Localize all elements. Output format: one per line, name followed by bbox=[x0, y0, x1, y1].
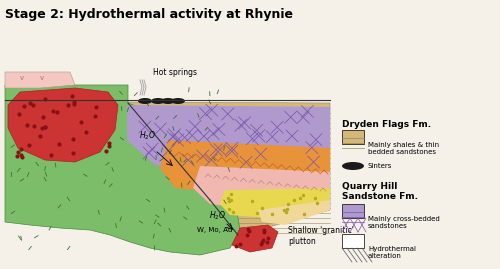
Text: Shallow 'granitic'
plutton: Shallow 'granitic' plutton bbox=[288, 226, 354, 246]
Text: Dryden Flags Fm.: Dryden Flags Fm. bbox=[342, 120, 431, 129]
Text: Hydrothermal
alteration: Hydrothermal alteration bbox=[368, 246, 416, 259]
Text: $H_2O$: $H_2O$ bbox=[210, 210, 226, 222]
Text: Hot springs: Hot springs bbox=[153, 68, 197, 77]
Polygon shape bbox=[5, 85, 240, 255]
Polygon shape bbox=[5, 72, 75, 88]
Ellipse shape bbox=[342, 162, 364, 170]
FancyBboxPatch shape bbox=[342, 130, 364, 144]
Polygon shape bbox=[220, 188, 330, 218]
Polygon shape bbox=[232, 225, 278, 252]
Ellipse shape bbox=[171, 98, 185, 104]
Polygon shape bbox=[258, 200, 330, 225]
FancyBboxPatch shape bbox=[342, 234, 364, 248]
Ellipse shape bbox=[151, 98, 165, 104]
Ellipse shape bbox=[138, 98, 152, 104]
Polygon shape bbox=[8, 88, 118, 162]
Text: Mainly cross-bedded
sandstones: Mainly cross-bedded sandstones bbox=[368, 215, 440, 228]
Text: Sinters: Sinters bbox=[368, 163, 392, 169]
Text: Mainly shales & thin
bedded sandstones: Mainly shales & thin bedded sandstones bbox=[368, 141, 439, 154]
Text: $H_2O$: $H_2O$ bbox=[140, 129, 156, 142]
Text: v: v bbox=[20, 75, 24, 81]
Text: v: v bbox=[40, 75, 44, 81]
Ellipse shape bbox=[161, 98, 175, 104]
Polygon shape bbox=[125, 102, 330, 235]
Text: Quarry Hill
Sandstone Fm.: Quarry Hill Sandstone Fm. bbox=[342, 182, 418, 201]
FancyBboxPatch shape bbox=[342, 204, 364, 218]
Text: W, Mo, Au: W, Mo, Au bbox=[198, 227, 232, 233]
Polygon shape bbox=[193, 166, 330, 210]
Text: Stage 2: Hydrothermal activity at Rhynie: Stage 2: Hydrothermal activity at Rhynie bbox=[5, 8, 293, 21]
Polygon shape bbox=[160, 140, 330, 195]
Polygon shape bbox=[127, 105, 330, 175]
